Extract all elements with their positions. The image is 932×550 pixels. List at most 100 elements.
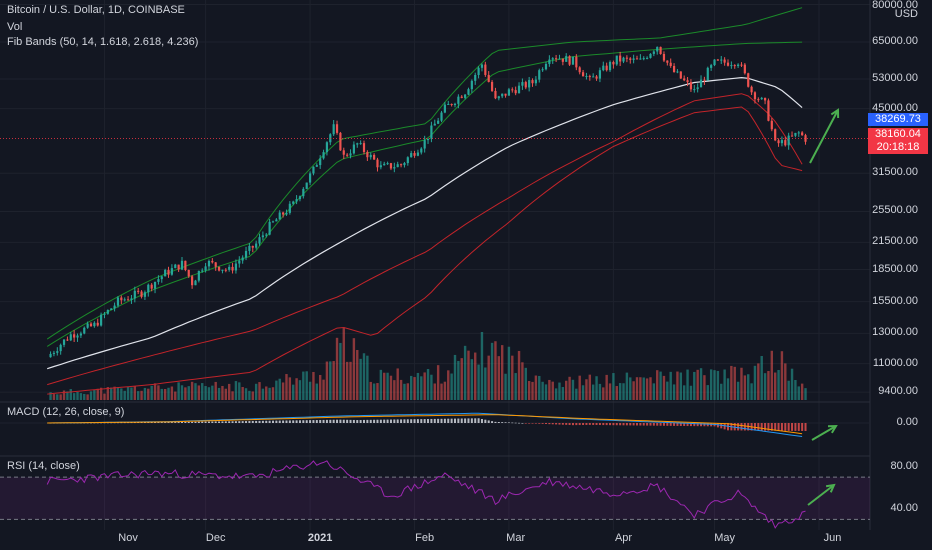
volume-bar (632, 381, 635, 400)
macd-histogram-bar (160, 422, 163, 423)
volume-bar (275, 380, 278, 400)
volume-bar (524, 367, 527, 400)
volume-bar (490, 342, 494, 400)
volume-bar (517, 350, 521, 400)
macd-histogram-bar (207, 421, 210, 423)
candle-body (271, 221, 275, 223)
volume-bar (548, 379, 551, 400)
candle-body (335, 124, 339, 133)
volume-bar (541, 381, 544, 400)
price-tick-label: 9400.00 (878, 385, 918, 398)
macd-histogram-bar (460, 418, 463, 423)
macd-histogram-bar (588, 423, 591, 425)
macd-histogram-bar (683, 423, 686, 427)
price-tick-label: 11000.00 (872, 356, 918, 369)
volume-bar (554, 388, 558, 400)
candle-body (93, 322, 96, 327)
volume-bar (295, 378, 298, 400)
candle-body (760, 97, 763, 100)
macd-histogram-bar (400, 419, 403, 423)
candle-body (315, 165, 318, 167)
volume-bar (110, 387, 113, 400)
candle-body (59, 344, 62, 352)
macd-histogram-bar (524, 423, 527, 424)
volume-bar (497, 356, 501, 400)
volume-bar (356, 350, 359, 400)
volume-bar (760, 356, 763, 400)
volume-bar (568, 376, 571, 400)
candle-body (521, 82, 524, 86)
macd-histogram-bar (157, 422, 160, 423)
candle-body (234, 263, 238, 271)
macd-histogram-bar (366, 419, 369, 423)
candle-body (352, 144, 355, 154)
candle-body (282, 212, 285, 215)
volume-bar (703, 375, 706, 400)
volume-bar (666, 381, 669, 400)
macd-histogram-bar (571, 423, 574, 426)
volume-bar (672, 384, 676, 400)
candle-body (346, 154, 349, 156)
candle-body (531, 80, 534, 84)
candle-body (558, 58, 561, 60)
macd-histogram-bar (689, 423, 692, 427)
volume-bar (534, 375, 538, 400)
candle-body (757, 99, 760, 101)
macd-histogram-bar (480, 418, 483, 423)
macd-histogram-bar (794, 423, 797, 431)
volume-bar (757, 363, 760, 400)
macd-histogram-bar (427, 419, 430, 423)
rsi-tick-label: 40.00 (890, 501, 918, 514)
volume-bar (292, 384, 295, 400)
macd-histogram-bar (582, 423, 585, 425)
candle-body (153, 281, 157, 289)
volume-bar (329, 361, 332, 400)
macd-histogram-bar (336, 419, 339, 423)
volume-bar (271, 387, 275, 400)
macd-histogram-bar (632, 423, 635, 426)
candle-body (578, 67, 581, 73)
volume-bar (659, 371, 662, 400)
candle-body (511, 89, 514, 91)
macd-histogram-bar (403, 419, 406, 423)
candle-body (568, 56, 571, 65)
volume-bar (787, 380, 790, 400)
time-tick-label: 2021 (307, 532, 333, 544)
macd-histogram-bar (507, 422, 510, 424)
candle-body (538, 70, 541, 80)
candle-body (113, 305, 116, 309)
macd-histogram-bar (787, 423, 790, 431)
candle-body (443, 104, 446, 113)
candle-body (464, 94, 467, 98)
candle-body (747, 73, 750, 87)
volume-bar (194, 383, 197, 400)
candle-body (137, 290, 140, 292)
volume-bar (794, 379, 797, 400)
candle-body (514, 90, 517, 94)
volume-bar (386, 372, 389, 400)
rsi-pane (0, 460, 870, 529)
candle-body (544, 63, 548, 70)
candle-body (241, 257, 244, 261)
macd-histogram-bar (676, 423, 679, 426)
macd-arrow-head (827, 424, 838, 434)
macd-histogram-bar (639, 423, 642, 426)
volume-bar (113, 386, 116, 400)
macd-histogram-bar (234, 421, 237, 423)
volume-bar (93, 390, 96, 400)
volume-bar (120, 388, 123, 400)
macd-histogram-bar (359, 419, 362, 423)
macd-histogram-bar (622, 423, 625, 426)
candle-body (484, 64, 487, 75)
candle-body (369, 154, 372, 158)
candle-body (470, 80, 473, 90)
macd-histogram-bar (457, 418, 460, 423)
macd-tick-label: 0.00 (896, 416, 918, 428)
volume-bar (305, 371, 308, 400)
macd-histogram-bar (272, 420, 274, 423)
macd-histogram-bar (342, 419, 345, 423)
volume-bar (474, 352, 477, 400)
candle-body (393, 167, 396, 169)
macd-histogram-bar (174, 422, 177, 423)
